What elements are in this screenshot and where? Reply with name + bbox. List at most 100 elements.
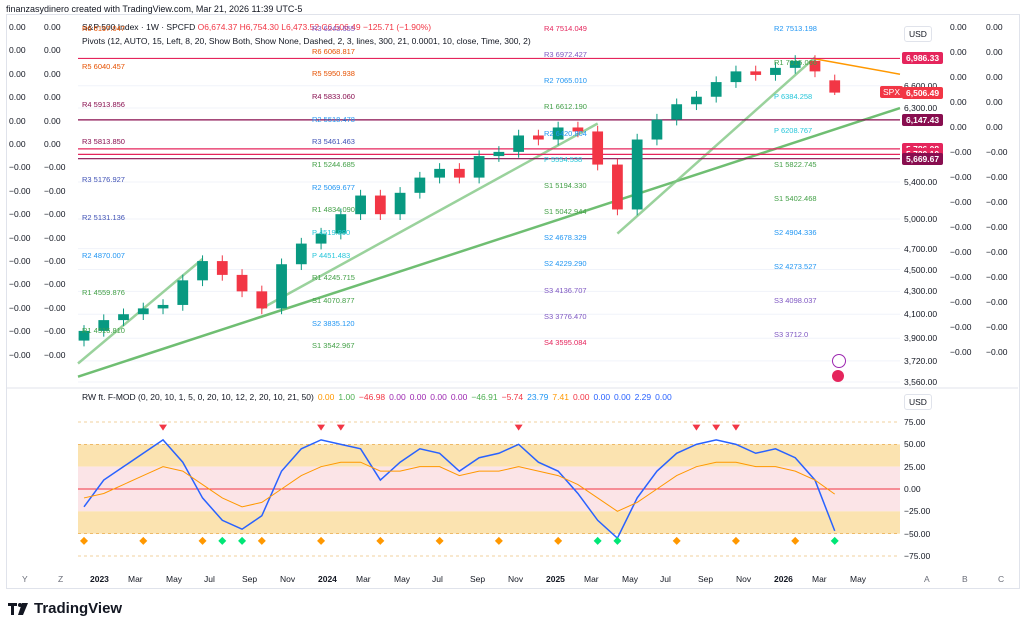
- extra-axis-tick: −0.00: [950, 197, 972, 207]
- left-axis-tick: −0.00: [44, 326, 66, 337]
- left-axis-tick: −0.00: [44, 162, 66, 173]
- pivot-label: S1 5042.944: [544, 207, 587, 217]
- osc-tick: −50.00: [904, 528, 931, 539]
- candle-body: [374, 195, 386, 215]
- osc-sell-marker: [712, 424, 721, 431]
- time-tick[interactable]: Jul: [432, 574, 443, 584]
- candle-body: [118, 314, 129, 321]
- osc-diamond-marker: [317, 536, 326, 545]
- flag-icon[interactable]: [832, 370, 844, 382]
- time-tick[interactable]: Jul: [660, 574, 671, 584]
- oscillator-value: −5.74: [501, 392, 524, 402]
- symbol-name: S&P 500 Index · 1W · SPCFD: [82, 22, 196, 32]
- candle-body: [315, 233, 327, 244]
- candle-body: [789, 60, 801, 68]
- oscillator-value: 0.00: [450, 392, 468, 402]
- time-tick[interactable]: May: [622, 574, 639, 584]
- oscillator-lines: [83, 438, 836, 540]
- time-tick[interactable]: Nov: [280, 574, 296, 584]
- candle-body: [710, 82, 722, 97]
- osc-diamond-marker: [494, 536, 503, 545]
- resistance-line: [814, 58, 901, 75]
- osc-diamond-marker: [238, 536, 247, 545]
- oscillator-signal-line: [83, 461, 836, 512]
- left-axis-tick: −0.00: [9, 326, 31, 337]
- oscillator-value: 0.00: [430, 392, 447, 402]
- time-tick[interactable]: Sep: [698, 574, 714, 584]
- corner-letter: Y: [22, 574, 28, 584]
- oscillator-value: −46.98: [358, 392, 386, 402]
- oscillator-currency-badge[interactable]: USD: [904, 394, 932, 410]
- pivots-legend[interactable]: Pivots (12, AUTO, 15, Left, 8, 20, Show …: [82, 36, 531, 46]
- price-tick: 5,400.00: [904, 177, 938, 188]
- candle-body: [592, 131, 604, 165]
- extra-axis-tick: 0.00: [986, 97, 1003, 107]
- time-tick[interactable]: Mar: [584, 574, 599, 584]
- candle-body: [137, 308, 149, 315]
- time-tick[interactable]: May: [394, 574, 411, 584]
- extra-axis-tick: 0.00: [950, 47, 967, 57]
- time-tick[interactable]: 2026: [774, 574, 793, 584]
- left-axis-tick: 0.00: [9, 68, 26, 79]
- extra-axis-tick: −0.00: [986, 147, 1008, 157]
- pivot-label: S4 3595.084: [544, 337, 587, 347]
- candle-body: [572, 127, 584, 132]
- price-axis[interactable]: USD 6,600.00 6,300.00 5,400.00 5,000.00 4,70…: [900, 14, 946, 574]
- candle-body: [434, 168, 445, 178]
- left-axis-tick: 0.00: [9, 139, 26, 149]
- osc-sell-marker: [731, 424, 740, 431]
- pivot-label: R1 4516.810: [82, 326, 125, 336]
- oscillator-value: 7.41: [552, 392, 569, 402]
- lightning-icon[interactable]: [832, 354, 846, 368]
- time-tick[interactable]: 2025: [546, 574, 565, 584]
- oscillator-value: 1.00: [338, 392, 355, 402]
- extra-axis-tick: −0.00: [950, 322, 972, 332]
- pivot-label: S3 3712.0: [774, 330, 809, 339]
- time-tick[interactable]: May: [166, 574, 183, 584]
- trend-line-2025: [616, 56, 816, 235]
- candle-body: [533, 135, 544, 140]
- pivot-label: R1 4834.090: [312, 205, 355, 215]
- candle-body: [276, 264, 287, 309]
- time-tick[interactable]: 2024: [318, 574, 337, 584]
- oscillator-value: 0.00: [409, 392, 427, 402]
- extra-axis-tick: 0.00: [950, 22, 967, 32]
- candle-body: [394, 192, 406, 215]
- extra-axis-tick: −0.00: [950, 347, 972, 357]
- currency-badge[interactable]: USD: [904, 26, 932, 42]
- candle-body: [414, 177, 426, 193]
- time-axis[interactable]: 2023 Mar May Jul Sep Nov 2024 Mar May Jul Sep Nov 20…: [60, 572, 940, 586]
- tradingview-logo-icon: [8, 602, 28, 615]
- symbol-legend[interactable]: S&P 500 Index · 1W · SPCFD O6,674.37 H6,…: [82, 22, 431, 32]
- price-tag: 6,986.33: [902, 52, 944, 65]
- osc-tick: −75.00: [904, 551, 931, 561]
- time-tick[interactable]: Mar: [128, 574, 143, 584]
- tradingview-logo[interactable]: TradingView: [8, 600, 122, 617]
- time-tick[interactable]: Sep: [242, 574, 258, 584]
- pivot-label: P 5554.538: [544, 154, 583, 164]
- pivot-label: R1 4559.876: [82, 288, 125, 298]
- left-axis-tick: −0.00: [44, 256, 66, 266]
- pivot-label: R4 5833.060: [312, 92, 355, 101]
- time-tick[interactable]: Jul: [204, 574, 215, 584]
- time-tick[interactable]: Sep: [470, 574, 486, 584]
- oscillator-value: 23.79: [527, 392, 549, 402]
- candle-body: [770, 67, 781, 75]
- pivot-label: R4 5913.856: [82, 99, 125, 109]
- oscillator-legend[interactable]: RW ft. F-MOD (0, 20, 10, 1, 5, 0, 20, 10…: [82, 392, 676, 402]
- osc-diamond-marker: [613, 536, 622, 545]
- left-axis-tick: 0.00: [9, 115, 26, 126]
- candle-body: [256, 291, 268, 309]
- left-axis-tick: 0.00: [44, 115, 61, 126]
- time-tick[interactable]: Nov: [736, 574, 752, 584]
- left-axis-tick: 0.00: [44, 139, 61, 149]
- chart-frame: [6, 14, 1020, 589]
- time-tick[interactable]: Mar: [812, 574, 827, 584]
- osc-diamond-marker: [731, 536, 740, 545]
- time-tick[interactable]: 2023: [90, 574, 109, 584]
- time-tick[interactable]: Mar: [356, 574, 371, 584]
- pivot-label: R6 6068.817: [312, 46, 355, 56]
- time-tick[interactable]: May: [850, 574, 867, 584]
- time-tick[interactable]: Nov: [508, 574, 524, 584]
